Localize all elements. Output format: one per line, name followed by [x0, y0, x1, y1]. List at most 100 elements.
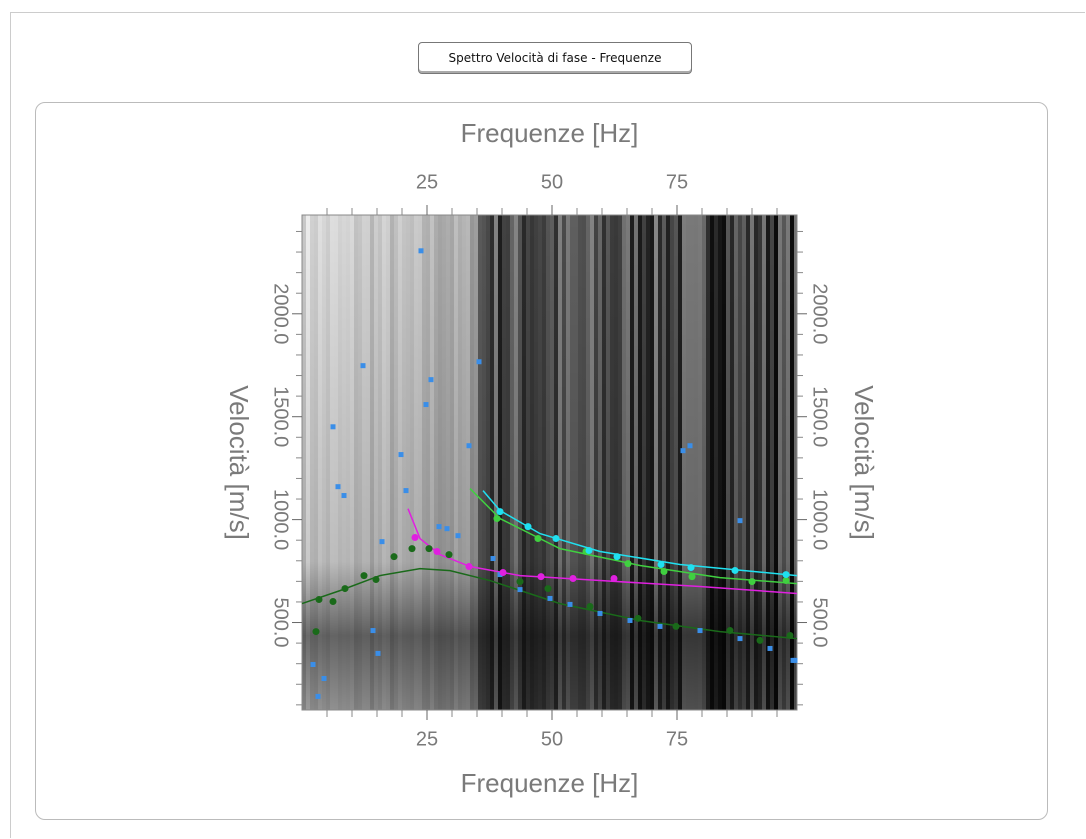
mode-point: [390, 553, 398, 561]
y-axis-label: Velocità [m/s]: [849, 385, 879, 540]
mode-point: [544, 585, 552, 593]
pick-point: [517, 587, 523, 593]
pick-point: [567, 601, 573, 607]
pick-point: [310, 662, 316, 668]
x-tick-label: 25: [416, 728, 438, 750]
mode-point: [657, 560, 665, 568]
x-axis-label: Frequenze [Hz]: [461, 118, 639, 148]
x-tick-label: 25: [416, 171, 438, 193]
mode-point: [360, 572, 368, 580]
pick-point: [687, 443, 693, 449]
mode-point: [672, 622, 680, 630]
mode-point: [660, 567, 668, 575]
mode-point: [496, 508, 504, 516]
x-tick-label: 50: [541, 171, 563, 193]
mode-point: [524, 523, 532, 531]
pick-point: [767, 645, 773, 651]
pick-point: [792, 657, 798, 663]
pick-point: [398, 452, 404, 458]
mode-point: [534, 535, 542, 543]
y-tick-label: 1500.0: [270, 386, 292, 447]
title-button[interactable]: Spettro Velocità di fase - Frequenze: [418, 42, 692, 74]
y-tick-label: 2000.0: [809, 283, 831, 344]
x-axis-label: Frequenze [Hz]: [461, 768, 639, 798]
pick-point: [455, 533, 461, 539]
mode-point: [782, 577, 790, 585]
y-tick-label: 2000.0: [270, 283, 292, 344]
mode-point: [329, 598, 337, 606]
pick-point: [697, 628, 703, 634]
curve: [469, 488, 798, 585]
mode-point: [425, 545, 433, 553]
pick-point: [330, 424, 336, 430]
pick-point: [375, 650, 381, 656]
mode-point: [537, 573, 545, 581]
mode-point: [493, 515, 501, 523]
pick-point: [370, 628, 376, 634]
mode-point: [782, 571, 790, 579]
mode-point: [586, 602, 594, 610]
curve: [482, 490, 798, 577]
pick-point: [341, 493, 347, 499]
spectrum-image: [302, 215, 797, 710]
pick-point: [418, 248, 424, 254]
pick-point: [360, 363, 366, 369]
mode-point: [786, 631, 794, 639]
pick-point: [657, 623, 663, 629]
pick-point: [403, 488, 409, 494]
pick-point: [444, 526, 450, 532]
pick-point: [466, 443, 472, 449]
pick-point: [321, 676, 327, 682]
mode-point: [613, 553, 621, 561]
y-tick-label: 1000.0: [809, 489, 831, 550]
x-tick-label: 75: [666, 171, 688, 193]
mode-point: [688, 573, 696, 581]
pick-point: [315, 693, 321, 699]
mode-point: [748, 578, 756, 586]
x-tick-label: 75: [666, 728, 688, 750]
mode-point: [445, 551, 453, 559]
pick-point: [597, 610, 603, 616]
y-tick-label: 500.0: [809, 597, 831, 647]
y-tick-label: 1000.0: [270, 489, 292, 550]
pick-point: [737, 518, 743, 524]
x-tick-label: 50: [541, 728, 563, 750]
mode-point: [726, 627, 734, 635]
pick-point: [335, 484, 341, 490]
mode-point: [585, 546, 593, 554]
mode-point: [624, 560, 632, 568]
window-frame: [10, 12, 1085, 838]
pick-point: [490, 556, 496, 562]
mode-point: [411, 534, 419, 542]
mode-point: [341, 585, 349, 593]
pick-point: [476, 359, 482, 365]
pick-point: [737, 636, 743, 642]
mode-point: [634, 614, 642, 622]
mode-point: [372, 576, 380, 584]
pick-point: [379, 539, 385, 545]
mode-point: [516, 578, 524, 586]
chart-panel: [35, 102, 1048, 820]
pick-point: [680, 448, 686, 454]
mode-point: [731, 566, 739, 574]
mode-point: [756, 636, 764, 644]
pick-point: [436, 524, 442, 530]
pick-point: [627, 617, 633, 623]
pick-point: [547, 595, 553, 601]
mode-point: [499, 569, 507, 577]
spectrum-shade: [302, 215, 797, 710]
mode-point: [687, 564, 695, 572]
pick-point: [497, 572, 503, 578]
mode-point: [610, 574, 618, 582]
y-tick-label: 500.0: [270, 597, 292, 647]
mode-point: [552, 535, 560, 543]
mode-point: [465, 563, 473, 571]
y-tick-label: 1500.0: [809, 386, 831, 447]
mode-point: [312, 628, 320, 636]
mode-point: [569, 574, 577, 582]
mode-point: [433, 548, 441, 556]
pick-point: [428, 377, 434, 383]
mode-point: [315, 595, 323, 603]
